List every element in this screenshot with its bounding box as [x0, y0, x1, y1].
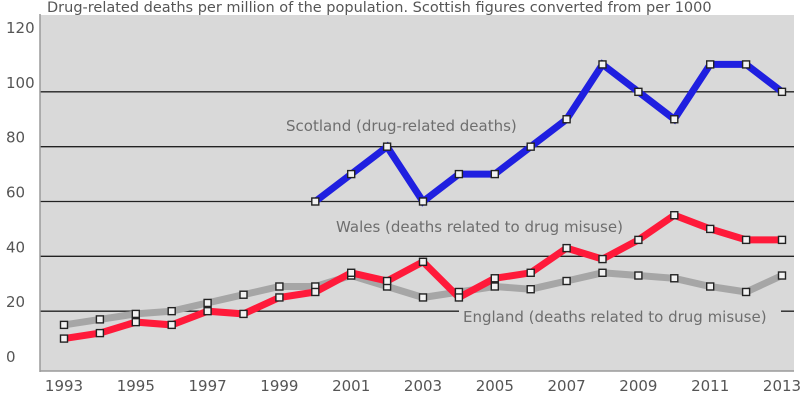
data-point [741, 287, 751, 297]
data-point [454, 293, 464, 302]
data-point [275, 282, 284, 291]
series-markers [59, 60, 787, 343]
data-point [131, 309, 141, 319]
data-point [95, 328, 105, 338]
x-tick-label: 2011 [691, 377, 729, 395]
data-point [562, 115, 571, 124]
data-point [634, 235, 643, 245]
data-point [777, 271, 787, 280]
x-tick-label: 2009 [619, 377, 657, 395]
data-point [203, 306, 212, 316]
data-point [95, 315, 105, 324]
x-tick-label: 2013 [763, 377, 801, 395]
x-tick-label: 1997 [189, 377, 227, 395]
data-point [490, 274, 499, 283]
data-point [131, 317, 141, 327]
y-tick-label: 60 [6, 184, 25, 202]
data-point [670, 115, 679, 124]
data-point [454, 169, 464, 179]
data-point [670, 274, 679, 283]
y-tick-label: 20 [6, 293, 25, 311]
data-point [347, 268, 356, 277]
data-point [347, 169, 356, 179]
data-point [670, 211, 679, 220]
y-tick-label: 80 [6, 129, 25, 147]
x-tick-label: 1995 [117, 377, 155, 395]
y-axis-tick-labels: 0 20 40 60 80 100 120 [6, 19, 35, 366]
data-point [526, 285, 535, 294]
series-label: England (deaths related to drug misuse) [463, 308, 767, 326]
data-point [562, 276, 571, 286]
chart-title: Drug-related deaths per million of the p… [47, 0, 712, 16]
data-point [418, 257, 428, 267]
data-point [634, 271, 643, 280]
data-point [598, 268, 607, 277]
data-point [239, 290, 248, 299]
data-point [59, 320, 69, 330]
data-point [167, 320, 176, 330]
data-point [418, 197, 428, 206]
data-point [741, 235, 751, 245]
x-tick-label: 2007 [548, 377, 586, 395]
data-point [562, 243, 571, 253]
data-point [777, 235, 787, 245]
series-label: Scotland (drug-related deaths) [286, 117, 517, 135]
data-point [706, 60, 715, 69]
y-tick-label: 0 [6, 348, 16, 366]
data-point [167, 306, 176, 316]
data-point [59, 334, 69, 343]
data-point [311, 287, 320, 297]
x-tick-label: 2005 [476, 377, 514, 395]
data-point [490, 169, 499, 179]
series-labels: England (deaths related to drug misuse) W… [286, 117, 781, 327]
y-tick-label: 120 [6, 19, 35, 37]
data-point [526, 142, 535, 151]
data-point [598, 254, 607, 264]
label-background [459, 307, 781, 327]
data-point [275, 293, 284, 302]
data-point [490, 282, 499, 291]
data-point [203, 298, 212, 308]
x-tick-label: 2001 [332, 377, 370, 395]
data-point [382, 276, 392, 286]
x-tick-label: 2003 [404, 377, 442, 395]
data-point [382, 142, 392, 151]
data-point [634, 87, 643, 97]
data-point [526, 268, 535, 277]
y-tick-label: 100 [6, 74, 35, 92]
data-point [741, 60, 751, 69]
data-point [418, 293, 428, 302]
x-axis-tick-labels: 1993 1995 1997 1999 2001 2003 2005 2007 2009 2011… [45, 377, 801, 395]
data-point [706, 282, 715, 291]
y-tick-label: 40 [6, 238, 25, 256]
data-point [311, 197, 320, 206]
data-point [239, 309, 248, 319]
data-point [706, 224, 715, 234]
series-line-2 [313, 59, 785, 207]
x-tick-label: 1993 [45, 377, 83, 395]
data-point [598, 60, 607, 69]
series-label: Wales (deaths related to drug misuse) [336, 218, 623, 236]
data-point [777, 87, 787, 97]
x-tick-label: 1999 [260, 377, 298, 395]
